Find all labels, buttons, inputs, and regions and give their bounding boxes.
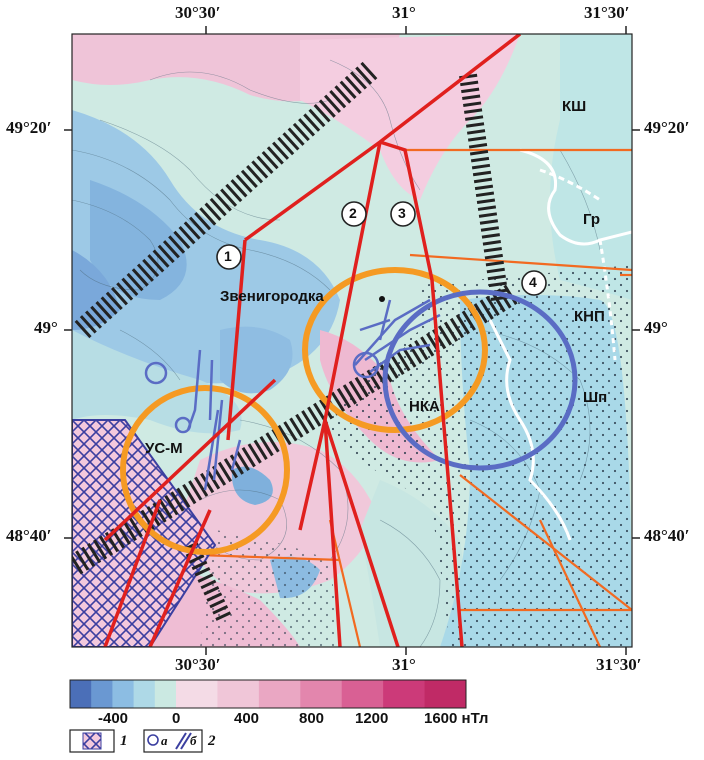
tick-marks — [64, 26, 640, 655]
scale-label-1600: 1600 нТл — [424, 710, 489, 727]
town-marker — [379, 296, 385, 302]
legend-item-2-number: 2 — [208, 733, 216, 749]
label-town: Звенигородка — [220, 288, 324, 305]
coord-left-3: 48°40′ — [6, 526, 52, 545]
scale-segment-positive — [258, 680, 301, 708]
scale-segment-negative — [133, 680, 156, 708]
legend-item-2-b: б — [190, 733, 197, 748]
label-knp: КНП — [574, 308, 605, 325]
scale-segment-positive — [341, 680, 384, 708]
fault-markers — [216, 201, 547, 296]
scale-segment-positive — [300, 680, 343, 708]
label-shp: Шп — [583, 389, 608, 406]
fault-1 — [226, 239, 247, 441]
scale-label-1200: 1200 — [355, 710, 389, 727]
label-gr: Гр — [583, 211, 601, 228]
scale-segment-positive — [424, 680, 467, 708]
label-ksh: КШ — [562, 98, 587, 115]
fault-2-number: 2 — [349, 205, 357, 221]
scale-segment-positive — [217, 680, 260, 708]
fault-3-number: 3 — [398, 205, 406, 221]
scale-segment-negative — [154, 680, 177, 708]
legend-item-2-symbol — [143, 729, 203, 753]
scale-label-800: 800 — [299, 710, 325, 727]
ring-us-m — [120, 385, 290, 555]
coord-left-2: 49° — [34, 318, 58, 337]
coord-bottom-3: 31°30′ — [596, 655, 642, 674]
scale-segment-positive — [176, 680, 218, 708]
coord-top-3: 31°30′ — [584, 3, 630, 22]
ring-nka — [382, 289, 578, 471]
coord-bottom-1: 30°30′ — [175, 655, 221, 674]
blue-structures — [144, 289, 578, 491]
color-scale — [70, 680, 467, 708]
coord-top-1: 30°30′ — [175, 3, 221, 22]
scale-segment-negative — [91, 680, 113, 708]
faults — [103, 34, 522, 647]
fault-1-number: 1 — [224, 248, 232, 264]
scale-segment-negative — [112, 680, 135, 708]
legend-item-1-number: 1 — [120, 733, 128, 749]
block-boundaries — [199, 148, 632, 647]
coord-right-1: 49°20′ — [644, 118, 690, 137]
scale-label-0: 0 — [172, 710, 181, 727]
scale-segment-positive — [383, 680, 426, 708]
coord-right-2: 49° — [644, 318, 668, 337]
orange-rings — [120, 267, 488, 555]
coord-bottom-2: 31° — [392, 655, 416, 674]
coord-right-3: 48°40′ — [644, 526, 690, 545]
label-nka: НКА — [409, 398, 440, 415]
ring-zvenyhorodka — [302, 267, 488, 433]
hatched-zones — [72, 61, 521, 624]
label-us-m: УС-М — [145, 440, 183, 457]
fault-4-number: 4 — [529, 274, 537, 290]
fault-3 — [379, 140, 464, 647]
scale-label-400: 400 — [234, 710, 260, 727]
crosshatch-block — [72, 419, 217, 647]
legend-item-2-a: а — [161, 733, 168, 748]
scale-label-neg400: -400 — [98, 710, 129, 727]
coord-top-2: 31° — [392, 3, 416, 22]
legend-item-1-symbol — [69, 729, 115, 753]
scale-segment-negative — [70, 680, 92, 708]
coord-left-1: 49°20′ — [6, 118, 52, 137]
white-boundaries — [488, 148, 632, 541]
map-frame — [71, 33, 633, 648]
